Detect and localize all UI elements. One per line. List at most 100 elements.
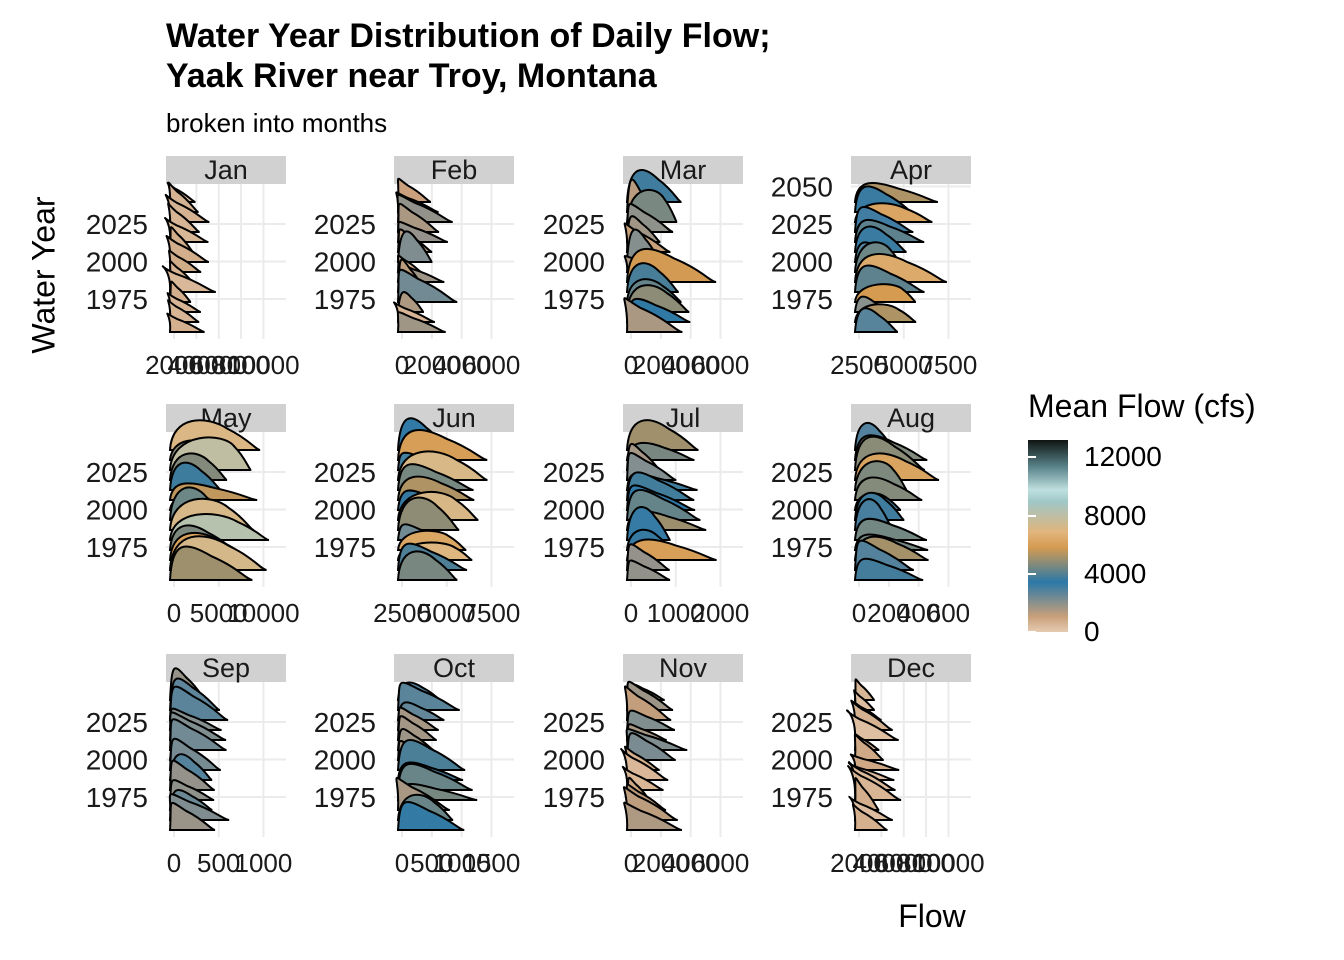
facet-feb-xtick-label: 4000: [433, 350, 491, 380]
facet-dec-ytick-label: 2025: [771, 707, 833, 738]
facet-nov-ytick-label: 2000: [543, 745, 605, 776]
facet-nov-xtick-label: 2000: [632, 848, 690, 878]
facet-feb-ytick-label: 2025: [314, 209, 376, 240]
facet-jul-ytick-label: 2025: [543, 457, 605, 488]
facet-jan-xtick-label: 10000: [227, 350, 299, 380]
facet-feb-ridge: [396, 311, 446, 333]
facet-oct-xtick-label: 1500: [463, 848, 521, 878]
facet-may-ytick-label: 2025: [86, 457, 148, 488]
facet-nov-ytick-label: 1975: [543, 782, 605, 813]
facet-jan-ytick-label: 1975: [86, 284, 148, 315]
facet-jan-strip: [166, 156, 286, 184]
facet-dec-ytick-label: 1975: [771, 782, 833, 813]
facet-oct-ytick-label: 2000: [314, 745, 376, 776]
legend-tick-mark: [1068, 631, 1076, 633]
chart-title-line-1: Water Year Distribution of Daily Flow;: [166, 17, 771, 55]
facet-dec-xtick-label: 8000: [897, 848, 955, 878]
facet-jan-ytick-label: 2000: [86, 247, 148, 278]
facet-aug-strip-label: Aug: [887, 403, 935, 433]
facet-nov-ridge: [625, 709, 676, 731]
facet-jan-xtick-label: 4000: [167, 350, 225, 380]
legend-colorbar: [1028, 440, 1068, 632]
facet-jan-ridge: [166, 312, 205, 333]
facet-may-ytick-label: 2000: [86, 495, 148, 526]
legend-tick-mark: [1068, 514, 1076, 517]
facet-jun-xtick-label: 5000: [418, 598, 476, 628]
facet-mar-ytick-label: 2025: [543, 209, 605, 240]
chart-title: Water Year Distribution of Daily Flow; Y…: [166, 16, 1066, 96]
facet-nov-ridge: [625, 732, 677, 761]
facet-nov-ridge: [623, 801, 683, 831]
facet-apr-ytick-label: 2050: [771, 172, 833, 203]
facet-sep-xtick-label: 1000: [235, 848, 293, 878]
facet-feb-strip-label: Feb: [431, 155, 478, 185]
facet-jun-ridge: [396, 550, 458, 581]
facet-dec-xtick-label: 4000: [852, 848, 910, 878]
facet-nov-xtick-label: 6000: [692, 848, 750, 878]
facet-sep-ridge: [168, 801, 216, 831]
facet-jan-xtick-label: 8000: [212, 350, 270, 380]
facet-sep-ridge: [168, 718, 227, 751]
facet-feb-ridge: [396, 230, 433, 263]
facet-aug-ytick-label: 2000: [771, 495, 833, 526]
facet-feb-ytick-label: 2000: [314, 247, 376, 278]
facet-sep-xtick-label: 500: [197, 848, 240, 878]
facet-apr-ridge: [853, 307, 899, 333]
facet-mar-strip-label: Mar: [660, 155, 707, 185]
facet-nov-xtick-label: 0: [624, 848, 638, 878]
legend-tick-mark: [1068, 456, 1076, 459]
facet-aug-xtick-label: 200: [867, 598, 910, 628]
facet-jun-ytick-label: 2000: [314, 495, 376, 526]
facet-feb-xtick-label: 2000: [403, 350, 461, 380]
facet-oct-ridge: [396, 763, 473, 791]
facet-nov-strip-label: Nov: [659, 653, 708, 683]
facet-jan-ytick-label: 2025: [86, 209, 148, 240]
facet-jun-xtick-label: 2500: [373, 598, 431, 628]
legend-tick-mark: [1028, 572, 1036, 575]
facet-dec-xtick-label: 10000: [912, 848, 984, 878]
facet-oct-ridge: [396, 681, 460, 711]
facet-dec-ridge: [846, 709, 899, 741]
legend-tick-label: 4000: [1084, 557, 1147, 589]
facet-apr-xtick-label: 5000: [875, 350, 933, 380]
facet-oct-xtick-label: 0: [395, 848, 409, 878]
facet-jul-ridge: [625, 559, 671, 581]
facet-jul-strip-label: Jul: [666, 403, 701, 433]
legend-title: Mean Flow (cfs): [1028, 388, 1256, 424]
facet-may-xtick-label: 10000: [227, 598, 299, 628]
facet-may-xtick-label: 0: [167, 598, 181, 628]
facet-feb-ytick-label: 1975: [314, 284, 376, 315]
facet-jun-ytick-label: 2025: [314, 457, 376, 488]
facet-mar-ridge: [623, 297, 683, 333]
facet-aug-xtick-label: 600: [927, 598, 970, 628]
facet-aug-ytick-label: 1975: [771, 532, 833, 563]
facet-dec-ytick-label: 2000: [771, 745, 833, 776]
facet-dec-ridge: [853, 733, 885, 761]
facet-sep-ytick-label: 2025: [86, 707, 148, 738]
facet-jan-ridge: [168, 280, 192, 303]
facet-jan-strip-label: Jan: [204, 155, 248, 185]
facet-aug-xtick-label: 0: [852, 598, 866, 628]
legend-tick-mark: [1068, 572, 1076, 575]
facet-jul-xtick-label: 0: [624, 598, 638, 628]
facet-feb-xtick-label: 0: [395, 350, 409, 380]
facet-mar-xtick-label: 6000: [692, 350, 750, 380]
facet-nov-ridge: [620, 747, 669, 781]
facet-feb-strip: [394, 156, 514, 184]
facet-nov-ytick-label: 2025: [543, 707, 605, 738]
facet-apr-ytick-label: 2025: [771, 209, 833, 240]
facet-jul-ytick-label: 2000: [543, 495, 605, 526]
facet-dec-strip: [851, 654, 971, 682]
facet-jan-ridge: [167, 299, 200, 323]
legend-tick-mark: [1028, 631, 1036, 633]
chart-subtitle: broken into months: [166, 108, 388, 138]
facet-apr-ytick-label: 1975: [771, 284, 833, 315]
facet-apr-xtick-label: 7500: [920, 350, 978, 380]
facet-mar-xtick-label: 2000: [632, 350, 690, 380]
facet-apr-strip-label: Apr: [890, 155, 932, 185]
facet-jun-ridge: [396, 496, 460, 531]
facet-aug-xtick-label: 400: [897, 598, 940, 628]
facet-may-ridge: [168, 545, 253, 581]
facet-sep-strip-label: Sep: [202, 653, 250, 683]
facet-dec-ridge: [853, 678, 876, 701]
